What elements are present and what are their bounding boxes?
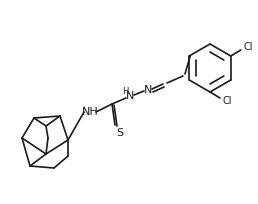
Text: NH: NH	[82, 107, 98, 117]
Text: H: H	[122, 86, 128, 95]
Text: Cl: Cl	[243, 42, 253, 52]
Text: S: S	[116, 128, 124, 138]
Text: N: N	[126, 91, 134, 101]
Text: N: N	[144, 85, 152, 95]
Text: Cl: Cl	[222, 96, 232, 106]
